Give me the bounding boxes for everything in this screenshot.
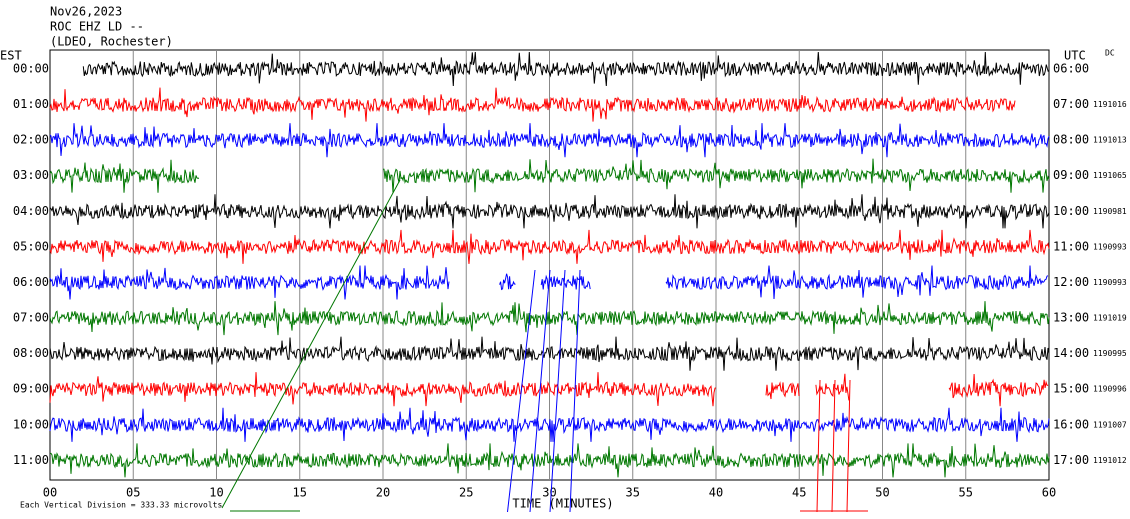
trace <box>49 229 1050 264</box>
trace <box>49 265 450 300</box>
diagonal-trace <box>221 179 401 509</box>
trace <box>49 443 1050 478</box>
left-title: EST <box>0 49 22 63</box>
left-label: 02:00 <box>13 133 49 147</box>
left-label: 09:00 <box>13 382 49 396</box>
streak <box>816 379 821 513</box>
right-value: 1190995 <box>1093 349 1127 358</box>
header-line: (LDEO, Rochester) <box>50 35 173 49</box>
right-value: 1191013 <box>1093 136 1127 145</box>
right-value: 1191016 <box>1093 100 1127 109</box>
trace <box>82 51 1049 87</box>
right-label: 11:00 <box>1053 239 1089 253</box>
right-value: 1191065 <box>1093 171 1127 180</box>
trace <box>49 87 1016 122</box>
trace <box>499 273 516 291</box>
right-label: 14:00 <box>1053 346 1089 360</box>
right-title: UTC <box>1064 49 1086 63</box>
right-label: 12:00 <box>1053 275 1089 289</box>
trace <box>49 336 1050 371</box>
right-value: 1191019 <box>1093 314 1127 323</box>
left-label: 11:00 <box>13 453 49 467</box>
trace <box>49 301 1050 336</box>
x-tick-label: 30 <box>542 486 556 500</box>
right-label: 16:00 <box>1053 417 1089 431</box>
left-label: 05:00 <box>13 239 49 253</box>
left-label: 01:00 <box>13 97 49 111</box>
x-tick-label: 10 <box>209 486 223 500</box>
x-tick-label: 20 <box>376 486 390 500</box>
right-label: 17:00 <box>1053 453 1089 467</box>
trace <box>49 407 1050 442</box>
right-value: 1191007 <box>1093 420 1127 429</box>
x-tick-label: 00 <box>43 486 57 500</box>
header-line: ROC EHZ LD -- <box>50 20 144 34</box>
trace <box>382 158 1050 193</box>
x-tick-label: 55 <box>959 486 973 500</box>
trace <box>765 381 800 400</box>
right-value: 1190996 <box>1093 385 1127 394</box>
left-label: 06:00 <box>13 275 49 289</box>
streak <box>846 379 851 513</box>
trace <box>665 265 1049 300</box>
right-value: 1190993 <box>1093 242 1127 251</box>
scale-note: Each Vertical Division = 333.33 microvol… <box>20 501 222 510</box>
x-tick-label: 35 <box>626 486 640 500</box>
right-label: 08:00 <box>1053 133 1089 147</box>
right-label: 07:00 <box>1053 97 1089 111</box>
header-line: Nov26,2023 <box>50 5 122 19</box>
right-label: 09:00 <box>1053 168 1089 182</box>
x-tick-label: 40 <box>709 486 723 500</box>
trace <box>49 372 717 407</box>
streak <box>831 379 836 513</box>
x-tick-label: 15 <box>293 486 307 500</box>
left-label: 04:00 <box>13 204 49 218</box>
right-label: 15:00 <box>1053 382 1089 396</box>
right-value: 1190981 <box>1093 207 1127 216</box>
left-label: 00:00 <box>13 62 49 76</box>
trace <box>49 123 1050 158</box>
trace <box>948 373 1049 407</box>
x-tick-label: 50 <box>875 486 889 500</box>
trace <box>49 194 1050 229</box>
left-label: 03:00 <box>13 168 49 182</box>
left-label: 08:00 <box>13 346 49 360</box>
right-value: 1191012 <box>1093 456 1127 465</box>
right-label: 13:00 <box>1053 311 1089 325</box>
right-value: 1190993 <box>1093 278 1127 287</box>
x-tick-label: 60 <box>1042 486 1056 500</box>
right-label: 06:00 <box>1053 62 1089 76</box>
left-label: 10:00 <box>13 417 49 431</box>
x-axis-label: TIME (MINUTES) <box>512 497 613 511</box>
right-corner: DC <box>1105 49 1115 58</box>
streak <box>569 269 581 513</box>
streak <box>507 269 536 513</box>
x-tick-label: 05 <box>126 486 140 500</box>
right-label: 10:00 <box>1053 204 1089 218</box>
streak <box>549 269 566 513</box>
trace <box>49 159 200 193</box>
x-tick-label: 25 <box>459 486 473 500</box>
left-label: 07:00 <box>13 311 49 325</box>
trace <box>815 373 850 401</box>
streak <box>529 269 551 513</box>
x-tick-label: 45 <box>792 486 806 500</box>
